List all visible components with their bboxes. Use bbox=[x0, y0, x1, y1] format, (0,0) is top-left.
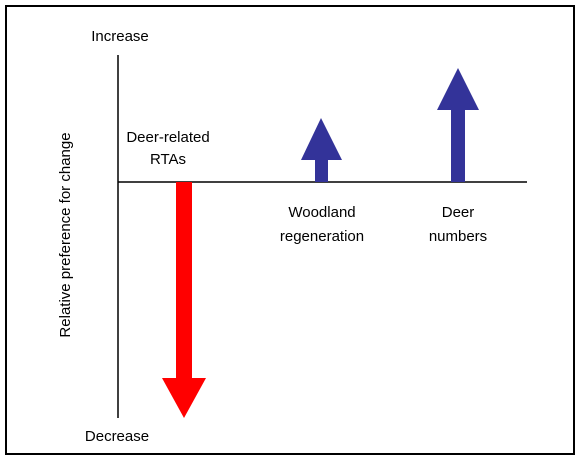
item-label: Deer-related bbox=[126, 129, 209, 146]
top-label: Increase bbox=[91, 28, 149, 45]
up-arrow bbox=[437, 68, 479, 182]
item-label: Deer bbox=[442, 204, 475, 221]
item-label: regeneration bbox=[280, 228, 364, 245]
item-label: numbers bbox=[429, 228, 487, 245]
y-axis-label: Relative preference for change bbox=[57, 132, 74, 337]
item-label: RTAs bbox=[150, 151, 186, 168]
up-arrow bbox=[301, 118, 342, 182]
frame bbox=[5, 5, 575, 455]
down-arrow bbox=[162, 182, 206, 418]
bottom-label: Decrease bbox=[85, 428, 149, 445]
item-label: Woodland bbox=[288, 204, 355, 221]
